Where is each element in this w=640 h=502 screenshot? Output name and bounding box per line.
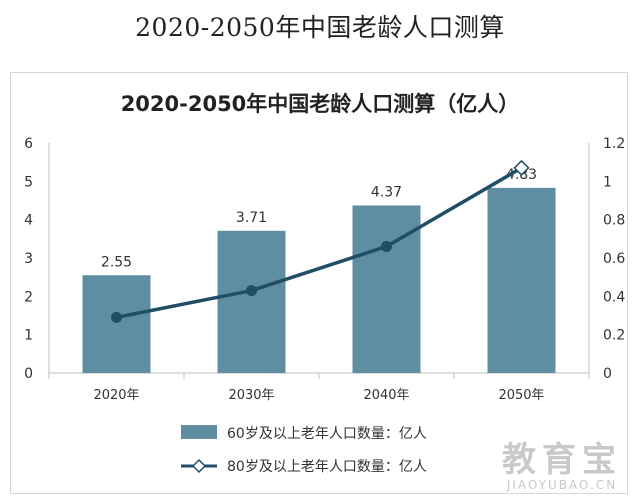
y-tick-label-left: 4 [24, 213, 33, 229]
y-tick-label-left: 3 [24, 251, 33, 267]
watermark: 教育宝 JIAOYUBAO.CN [502, 442, 622, 492]
bar-value-label: 4.37 [371, 184, 402, 200]
x-tick-label: 2020年 [93, 388, 139, 403]
legend-swatch-bar [181, 425, 217, 439]
bar [352, 205, 421, 373]
y-tick-label-left: 0 [24, 366, 33, 382]
y-tick-label-right: 0.4 [603, 289, 625, 305]
legend-label-line: 80岁及以上老年人口数量：亿人 [227, 459, 427, 475]
line-marker [513, 159, 530, 176]
bar [217, 230, 286, 373]
y-tick-label-left: 1 [24, 328, 33, 344]
y-tick-label-right: 0.8 [603, 213, 625, 229]
y-tick-label-left: 2 [24, 289, 33, 305]
line-point [381, 241, 392, 252]
chart-frame: 2020-2050年中国老龄人口测算（亿人） 0 1 2 3 4 5 6 0 0.2 0.4 0.6 0… [10, 72, 628, 494]
x-tick-label: 2050年 [498, 388, 544, 403]
line-series [116, 166, 523, 320]
legend-marker-line [191, 458, 207, 474]
x-tick-label: 2030年 [228, 388, 274, 403]
x-tick-label: 2040年 [363, 388, 409, 403]
watermark-logo-text: 教育宝 [502, 440, 622, 480]
line-point [246, 285, 257, 297]
chart-title: 2020-2050年中国老龄人口测算（亿人） [121, 92, 520, 116]
bar [487, 187, 556, 373]
y-tick-label-right: 0.2 [603, 328, 625, 344]
bar-value-label: 3.71 [236, 210, 267, 226]
y-tick-label-right: 0.6 [603, 251, 625, 267]
y-tick-label-right: 1 [603, 174, 612, 190]
line-point [111, 311, 122, 323]
bar-value-label: 2.55 [101, 254, 132, 270]
y-tick-label-left: 6 [24, 136, 33, 152]
chart: 2020-2050年中国老龄人口测算（亿人） 0 1 2 3 4 5 6 0 0.2 0.4 0.6 0… [24, 92, 625, 475]
page-title: 2020-2050年中国老龄人口测算 [135, 13, 505, 42]
bar [82, 275, 151, 373]
y-tick-label-right: 0 [603, 366, 612, 382]
y-tick-label-left: 5 [24, 174, 33, 190]
legend-label-bar: 60岁及以上老年人口数量：亿人 [227, 426, 427, 442]
y-tick-label-right: 1.2 [603, 136, 625, 152]
watermark-domain: JIAOYUBAO.CN [506, 478, 618, 492]
